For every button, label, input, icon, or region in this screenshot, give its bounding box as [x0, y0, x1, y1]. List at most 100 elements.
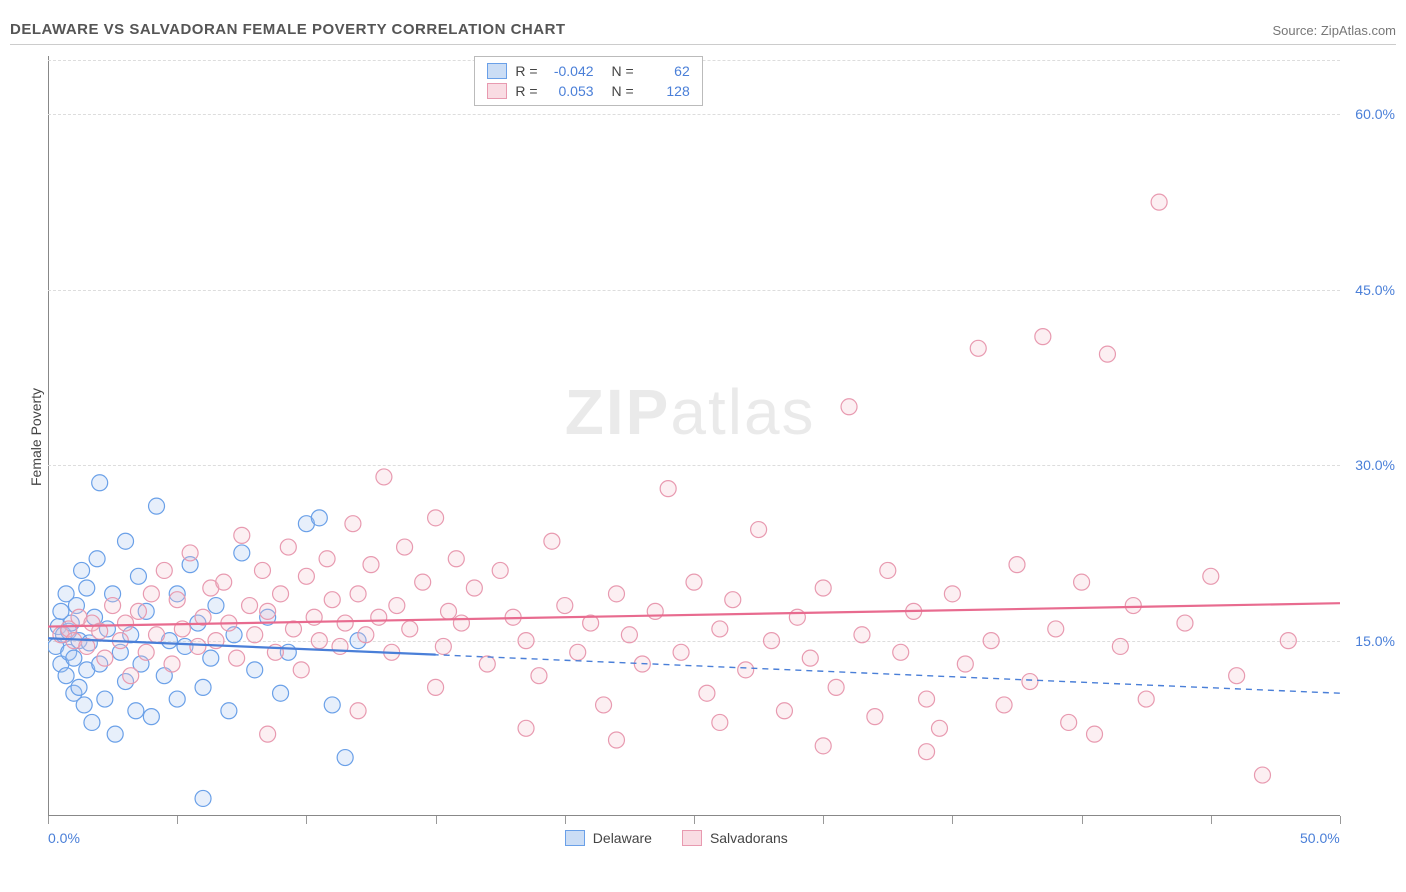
- data-point: [1087, 726, 1103, 742]
- data-point: [92, 475, 108, 491]
- data-point: [107, 726, 123, 742]
- data-point: [867, 709, 883, 725]
- data-point: [332, 638, 348, 654]
- data-point: [130, 603, 146, 619]
- data-point: [428, 679, 444, 695]
- data-point: [203, 650, 219, 666]
- data-point: [699, 685, 715, 701]
- data-point: [970, 340, 986, 356]
- x-tick-label: 50.0%: [1300, 830, 1340, 846]
- x-tick-label: 0.0%: [48, 830, 80, 846]
- data-point: [725, 592, 741, 608]
- data-point: [1022, 674, 1038, 690]
- data-point: [621, 627, 637, 643]
- data-point: [402, 621, 418, 637]
- data-point: [221, 703, 237, 719]
- data-point: [273, 586, 289, 602]
- legend-label: Delaware: [593, 830, 652, 846]
- data-point: [337, 615, 353, 631]
- data-point: [660, 481, 676, 497]
- stat-r-label: R =: [515, 83, 537, 99]
- data-point: [74, 562, 90, 578]
- data-point: [1074, 574, 1090, 590]
- x-tick: [952, 816, 953, 824]
- data-point: [1099, 346, 1115, 362]
- data-point: [371, 609, 387, 625]
- data-point: [118, 533, 134, 549]
- data-point: [608, 586, 624, 602]
- data-point: [944, 586, 960, 602]
- data-point: [105, 598, 121, 614]
- data-point: [97, 650, 113, 666]
- data-point: [254, 562, 270, 578]
- data-point: [802, 650, 818, 666]
- scatter-svg: [48, 56, 1340, 816]
- data-point: [415, 574, 431, 590]
- title-bar: DELAWARE VS SALVADORAN FEMALE POVERTY CO…: [10, 10, 1396, 45]
- data-point: [130, 568, 146, 584]
- legend-swatch: [487, 63, 507, 79]
- data-point: [1203, 568, 1219, 584]
- data-point: [518, 633, 534, 649]
- data-point: [123, 668, 139, 684]
- legend-label: Salvadorans: [710, 830, 788, 846]
- y-tick-label: 30.0%: [1355, 457, 1395, 473]
- data-point: [169, 691, 185, 707]
- data-point: [1254, 767, 1270, 783]
- data-point: [1009, 557, 1025, 573]
- data-point: [479, 656, 495, 672]
- stats-box: R =-0.042N =62R =0.053N =128: [474, 56, 702, 106]
- data-point: [273, 685, 289, 701]
- data-point: [182, 545, 198, 561]
- data-point: [229, 650, 245, 666]
- legend-swatch: [487, 83, 507, 99]
- data-point: [1151, 194, 1167, 210]
- data-point: [149, 498, 165, 514]
- data-point: [79, 580, 95, 596]
- data-point: [298, 568, 314, 584]
- data-point: [854, 627, 870, 643]
- data-point: [58, 668, 74, 684]
- data-point: [712, 621, 728, 637]
- bottom-legend: Delaware Salvadorans: [565, 830, 788, 846]
- stats-row: R =0.053N =128: [487, 81, 689, 101]
- data-point: [1177, 615, 1193, 631]
- data-point: [983, 633, 999, 649]
- data-point: [156, 562, 172, 578]
- x-tick: [306, 816, 307, 824]
- data-point: [260, 603, 276, 619]
- data-point: [311, 510, 327, 526]
- x-tick: [1211, 816, 1212, 824]
- data-point: [1061, 714, 1077, 730]
- y-tick-label: 15.0%: [1355, 633, 1395, 649]
- data-point: [195, 679, 211, 695]
- data-point: [149, 627, 165, 643]
- data-point: [234, 527, 250, 543]
- data-point: [880, 562, 896, 578]
- stat-r-value: 0.053: [546, 83, 594, 99]
- data-point: [76, 697, 92, 713]
- data-point: [216, 574, 232, 590]
- data-point: [311, 633, 327, 649]
- y-tick-label: 45.0%: [1355, 282, 1395, 298]
- data-point: [71, 679, 87, 695]
- data-point: [608, 732, 624, 748]
- data-point: [647, 603, 663, 619]
- data-point: [169, 592, 185, 608]
- data-point: [815, 738, 831, 754]
- legend-item: Delaware: [565, 830, 652, 846]
- data-point: [350, 703, 366, 719]
- data-point: [376, 469, 392, 485]
- data-point: [143, 709, 159, 725]
- data-point: [996, 697, 1012, 713]
- x-tick: [48, 816, 49, 824]
- data-point: [280, 539, 296, 555]
- data-point: [363, 557, 379, 573]
- data-point: [466, 580, 482, 596]
- data-point: [358, 627, 374, 643]
- data-point: [242, 598, 258, 614]
- data-point: [492, 562, 508, 578]
- data-point: [66, 650, 82, 666]
- data-point: [815, 580, 831, 596]
- data-point: [544, 533, 560, 549]
